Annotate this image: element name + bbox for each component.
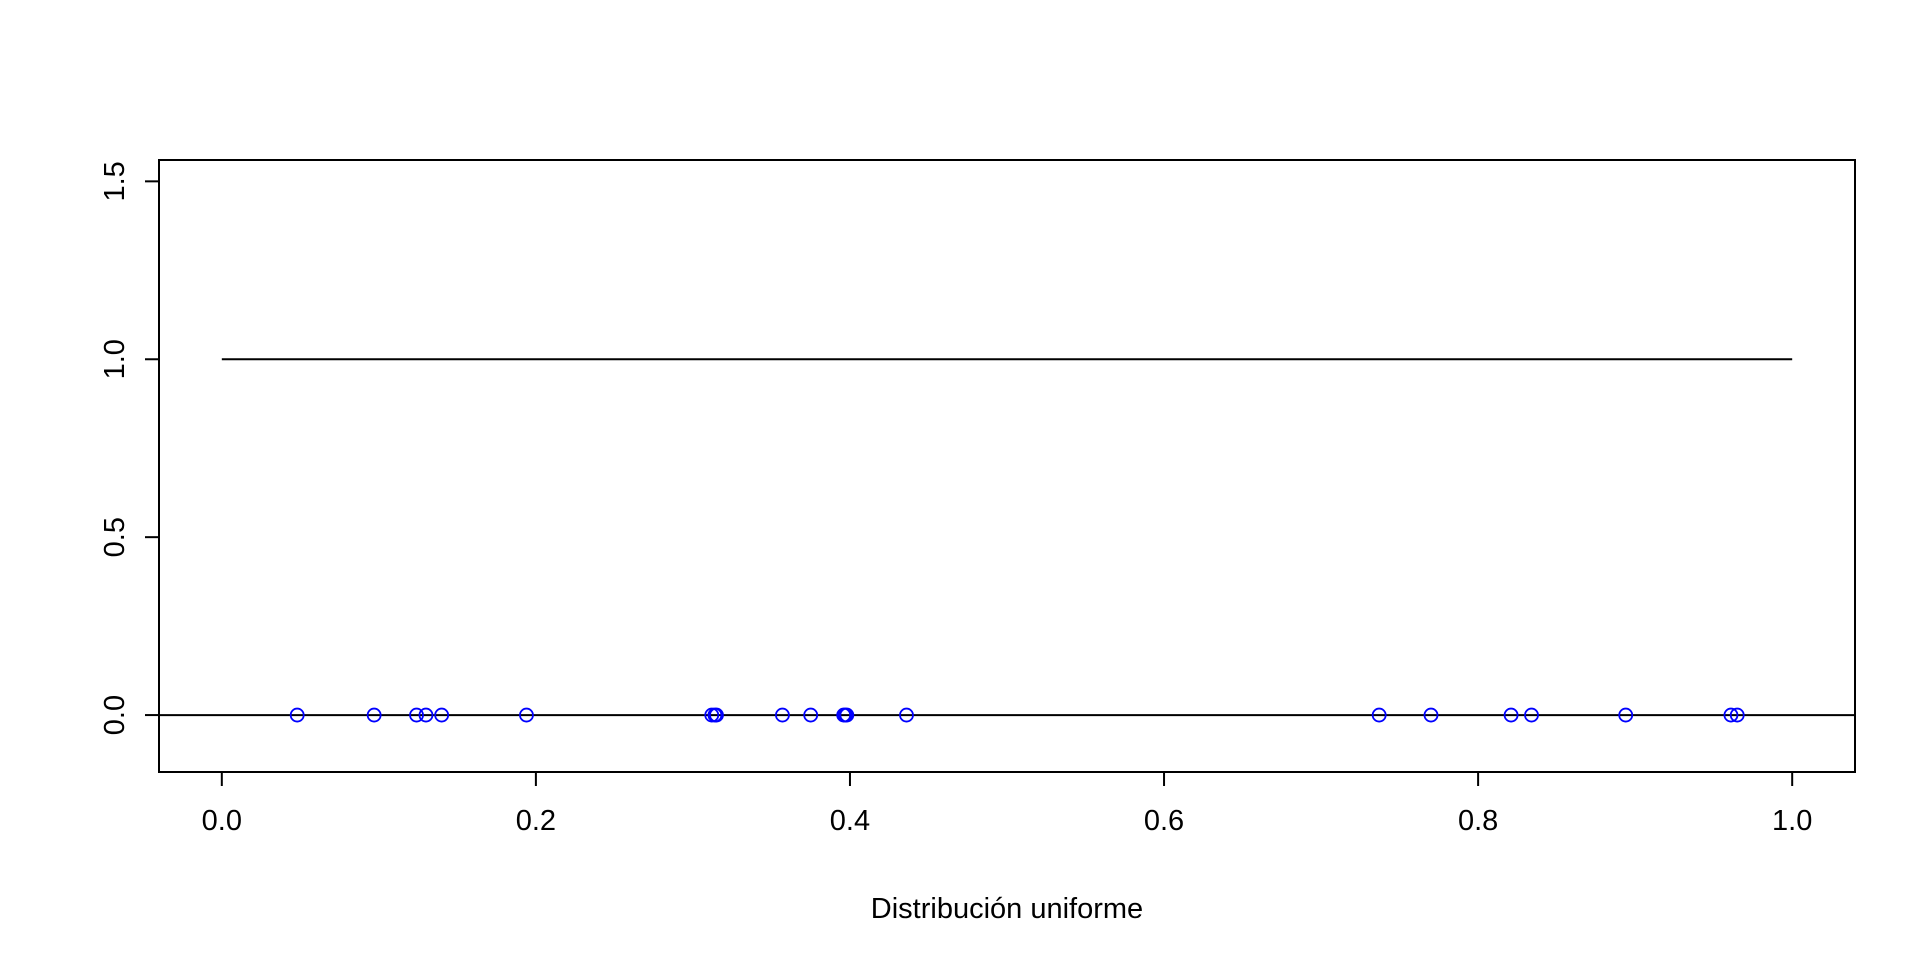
x-tick-label: 0.8 (1458, 805, 1498, 837)
data-point (1524, 707, 1539, 723)
data-point (1503, 707, 1519, 723)
data-point (519, 707, 534, 723)
data-point (289, 707, 305, 723)
x-tick-label: 0.6 (1144, 805, 1184, 837)
data-point (839, 707, 855, 723)
data-point (1618, 707, 1634, 723)
data-point (418, 707, 434, 723)
plot-frame (158, 159, 1856, 773)
x-tick-label: 0.4 (830, 805, 870, 837)
y-tick-label: 0.0 (99, 695, 131, 735)
reference-lines (159, 358, 1855, 717)
x-tick-label: 0.0 (202, 805, 242, 837)
x-tick-label: 1.0 (1772, 805, 1812, 837)
data-point (1371, 707, 1387, 723)
y-tick-label: 0.5 (99, 517, 131, 557)
data-point (1423, 707, 1439, 723)
x-axis-label: Distribución uniforme (871, 893, 1143, 925)
data-point (366, 707, 382, 723)
data-point (434, 707, 450, 723)
data-point (775, 707, 790, 723)
y-axis: 0.0 0.5 1.0 1.5 (99, 161, 160, 735)
data-points (289, 707, 1745, 723)
data-point (1729, 707, 1745, 723)
y-tick-label: 1.5 (99, 161, 131, 201)
data-point (709, 707, 724, 723)
data-point (409, 707, 424, 723)
x-axis: 0.0 0.2 0.4 0.6 0.8 1.0 (202, 771, 1812, 837)
data-point (803, 707, 819, 723)
data-point (1723, 707, 1739, 723)
y-tick-label: 1.0 (99, 339, 131, 379)
x-tick-label: 0.2 (516, 805, 556, 837)
data-point (899, 707, 914, 723)
